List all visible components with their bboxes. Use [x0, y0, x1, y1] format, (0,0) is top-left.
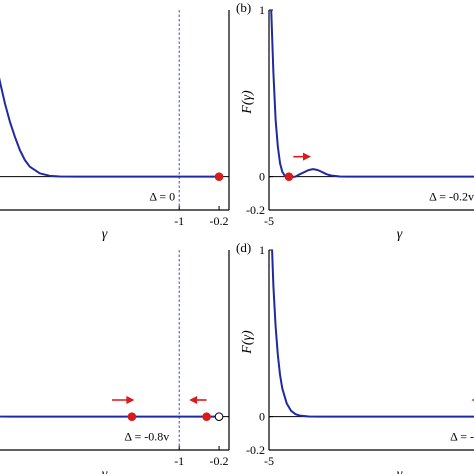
flow-arrow [111, 396, 135, 404]
x-tick-label: -0.2 [210, 214, 229, 228]
y-tick-label: 1 [259, 243, 265, 257]
series-line [271, 249, 474, 418]
fixed-point [284, 172, 294, 181]
series-line [0, 77, 220, 178]
x-axis-label: γ [397, 227, 403, 242]
panel-c: -1 -0.2 γ Δ = -0.8v [0, 250, 230, 474]
y-tick-label: -0.2 [246, 443, 265, 457]
panel-label: (b) [236, 0, 251, 15]
x-axis-label: γ [102, 467, 108, 474]
panel-a: -1 -0.2 γ Δ = 0 [0, 10, 230, 242]
y-axis-label: F(γ) [240, 90, 255, 115]
fixed-point [127, 412, 137, 421]
x-tick-label: -1 [174, 214, 184, 228]
y-tick-label: 0 [259, 410, 265, 424]
open-point [214, 412, 224, 421]
y-tick-label: -0.2 [246, 203, 265, 217]
fixed-point [202, 412, 211, 421]
flow-arrow [189, 396, 207, 404]
flow-arrow [293, 152, 311, 161]
panel-d: 1 0 -0.2-5 γ F(γ) (d) Δ = - [236, 240, 474, 474]
y-axis-label: F(γ) [240, 330, 255, 355]
fixed-point [214, 172, 224, 181]
delta-label: Δ = - [450, 430, 474, 444]
x-tick-label: -1 [174, 454, 184, 468]
x-axis-label: γ [102, 227, 108, 242]
delta-label: Δ = 0 [149, 190, 175, 204]
x-tick-label: -5 [264, 454, 274, 468]
x-tick-label: -5 [264, 214, 274, 228]
x-axis-label: γ [397, 467, 403, 474]
series-line [0, 415, 220, 418]
panel-label: (d) [236, 240, 251, 255]
panel-b: 1 0 -0.2-5 γ F(γ) (b) Δ = -0.2v [236, 0, 474, 242]
delta-label: Δ = -0.2v [429, 190, 474, 204]
x-tick-label: -0.2 [210, 454, 229, 468]
y-tick-label: 1 [259, 3, 265, 17]
delta-label: Δ = -0.8v [124, 430, 169, 444]
y-tick-label: 0 [259, 170, 265, 184]
series-line [270, 9, 474, 178]
